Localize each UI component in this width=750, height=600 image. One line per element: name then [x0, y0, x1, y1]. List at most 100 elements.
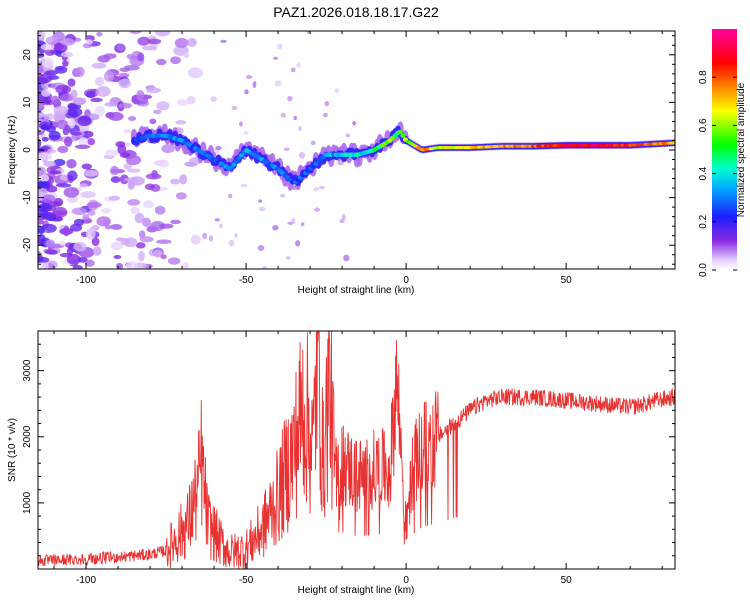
snr-x-ticks: -100 -50 0 50	[53, 331, 663, 586]
spectrogram-noise-cell	[41, 57, 54, 68]
spectrogram-noise-cell	[96, 86, 111, 97]
spectrogram-noise-cell	[123, 162, 132, 170]
spectrogram-noise-cell	[67, 102, 78, 110]
spectrogram-noise-cell	[138, 230, 146, 239]
spectrogram-noise-cell	[125, 261, 138, 269]
spectrogram-noise-cell	[137, 250, 145, 262]
spectrogram-noise-cell	[219, 223, 223, 229]
spectrogram-noise-cell	[341, 214, 346, 221]
spectrogram-noise-cell	[118, 102, 132, 109]
spectrogram-noise-cell	[187, 37, 197, 47]
spectrogram-noise-cell	[190, 234, 201, 245]
spectrogram-noise-cell	[125, 154, 142, 166]
spectrogram-ridge-core	[233, 159, 240, 164]
spectrogram-noise-cell	[337, 160, 344, 166]
spectrogram-noise-cell	[71, 207, 88, 215]
spectrogram-noise-cell	[118, 72, 130, 78]
spectrogram-noise-cell	[228, 239, 235, 247]
spectrogram-noise-cell	[108, 195, 121, 201]
spectrogram-noise-cell	[40, 211, 56, 220]
spectrogram-noise-cell	[84, 259, 95, 267]
colorbar-label: Normalized spectral amplitude	[736, 82, 747, 217]
spectrogram-noise-cell	[298, 152, 306, 159]
spectrogram-noise-cell	[43, 113, 55, 121]
spectrogram-noise-cell	[48, 130, 61, 141]
x-tick-label: -50	[239, 575, 254, 586]
spectrogram-noise-cell	[60, 38, 76, 46]
spectrogram-noise-cell	[293, 115, 297, 121]
spectrogram-noise-cell	[38, 203, 53, 213]
spectrogram-noise-cell	[53, 158, 66, 167]
spectrogram-noise-cell	[343, 254, 350, 262]
spectrogram-noise-cell	[91, 62, 107, 69]
spectrogram-noise-cell	[64, 124, 71, 131]
spectrogram-noise-cell	[146, 87, 161, 94]
snr-xlabel: Height of straight line (km)	[298, 585, 415, 596]
spectrogram-noise-cell	[215, 145, 222, 151]
spectrogram-noise-cell	[322, 112, 328, 118]
spectrogram-noise-cell	[186, 96, 196, 105]
spectrogram-noise-cell	[51, 210, 67, 216]
spectrogram-noise-cell	[41, 89, 51, 97]
spectrogram-noise-cell	[118, 78, 131, 89]
spectrogram-noise-cell	[67, 195, 79, 204]
colorbar-ticks: 0.0 0.2 0.4 0.6 0.8	[698, 70, 737, 277]
spectrogram-noise-cell	[314, 207, 321, 212]
spectrogram-noise-cell	[313, 187, 320, 192]
snr-ylabel: SNR (10 * v/v)	[7, 418, 18, 482]
spectrogram-noise-cell	[44, 70, 59, 76]
spectrogram-noise-cell	[152, 249, 163, 258]
y-tick-label: 1000	[22, 491, 33, 514]
spectrogram-noise-cell	[43, 160, 56, 167]
spectrogram-noise-cell	[62, 60, 69, 67]
spectrogram-noise-cell	[123, 129, 133, 134]
spectrogram-noise-cell	[119, 67, 131, 72]
spectrogram-noise-cell	[41, 136, 49, 142]
spectrogram-noise-cell	[153, 109, 162, 114]
spectrogram-noise-cell	[352, 121, 357, 126]
spectrogram-noise-cell	[38, 31, 46, 39]
spectrogram-noise-cell	[244, 89, 249, 95]
spectrogram-noise-cell	[59, 241, 66, 246]
spectrogram-noise-cell	[78, 137, 88, 147]
spectrogram-noise-cell	[45, 239, 56, 248]
spectrogram-noise-cell	[298, 126, 302, 132]
spectrogram-panel: -100 -50 0 50 20 10 0 -10 -20 Height of straigh…	[7, 30, 676, 296]
spectrogram-noise-cell	[239, 121, 243, 127]
spectrogram-noise-cell	[240, 183, 248, 188]
colorbar-tick-label: 0.0	[698, 263, 709, 277]
spectrogram-noise-cell	[130, 207, 140, 214]
spectrogram-noise-cell	[170, 219, 181, 225]
spectrogram-noise-cell	[318, 185, 325, 190]
spectrogram-noise-cell	[117, 144, 127, 155]
spectrogram-noise-cell	[159, 223, 174, 229]
spectrogram-noise-cell	[149, 118, 157, 125]
spectrogram-ridge-core	[228, 165, 234, 170]
spectrogram-noise-cell	[182, 261, 189, 269]
spectrogram-noise-cell	[283, 147, 290, 151]
spectrogram-noise-cell	[137, 52, 145, 62]
spectrogram-ridge-core	[400, 133, 406, 138]
y-tick-label: -10	[22, 190, 33, 205]
y-tick-label: 20	[22, 49, 33, 61]
spectrogram-noise-cell	[287, 95, 293, 102]
colorbar-tick-label: 0.4	[698, 166, 709, 180]
spectrogram-noise-cell	[38, 73, 53, 83]
spectrogram-noise-cell	[243, 131, 249, 135]
spectrogram-noise-cell	[57, 145, 69, 154]
spectrogram-noise-cell	[38, 226, 45, 235]
spectrogram-noise-cell	[119, 152, 131, 158]
spectrogram-noise-cell	[75, 66, 85, 77]
spectrogram-noise-cell	[39, 174, 50, 182]
spectrogram-noise-cell	[82, 213, 90, 221]
spectrogram-noise-cell	[160, 254, 167, 260]
spectrogram-noise-cell	[167, 257, 181, 265]
spectrogram-noise-cell	[53, 105, 69, 116]
spectrogram-noise-cell	[147, 38, 162, 45]
spectrogram-noise-cell	[77, 115, 92, 127]
spectrogram-noise-cell	[295, 240, 301, 247]
x-tick-label: 0	[403, 275, 409, 286]
spectrogram-noise-cell	[170, 178, 180, 185]
spectrogram-noise-cell	[85, 228, 96, 240]
spectrogram-noise-cell	[82, 130, 94, 138]
